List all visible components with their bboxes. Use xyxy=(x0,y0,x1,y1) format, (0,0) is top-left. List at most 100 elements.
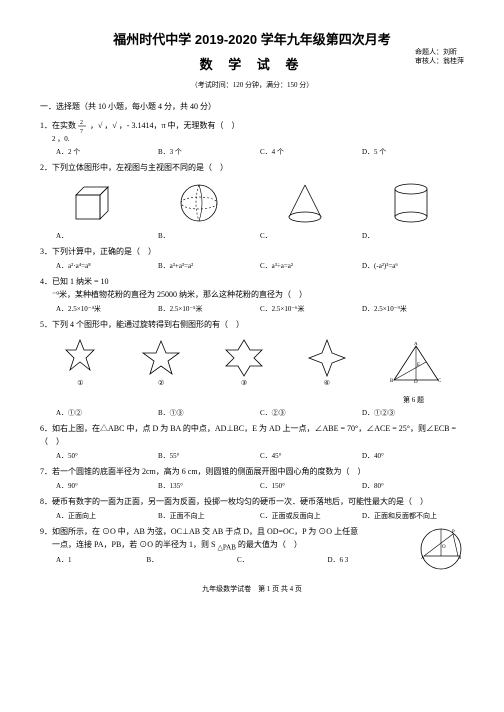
q2-opt-c: C． xyxy=(260,231,362,242)
q2-figures xyxy=(40,181,464,225)
q9-stem-b: 一点，连接 PA，PB，若 ⊙O 的半径为 1，则 S xyxy=(52,540,216,549)
star6-icon xyxy=(60,338,100,378)
q8-opt-b: B．正面不向上 xyxy=(158,511,260,522)
question-3: 3．下列计算中，正确的是（ ） A．a²·a⁴=a⁸ B．a³+a³=a² C．… xyxy=(40,246,464,272)
q5-opt-c: C．②③ xyxy=(260,408,362,419)
q8-opt-a: A．正面向上 xyxy=(56,511,158,522)
q5-opt-b: B．①③ xyxy=(158,408,260,419)
q2-opt-d: D． xyxy=(362,231,464,242)
q1-opt-b: B．3 个 xyxy=(158,147,260,158)
q9-opt-b: B． xyxy=(147,555,238,566)
q1-roots: 2 ，0. xyxy=(52,134,464,145)
q1-options: A．2 个 B．3 个 C．4 个 D．5 个 xyxy=(56,147,464,158)
svg-text:A: A xyxy=(414,342,418,347)
q6-options: A．50° B．55° C．45° D．40° xyxy=(56,451,464,462)
svg-text:O: O xyxy=(442,545,446,550)
q4-options: A．2.5×10⁻⁴米 B．2.5×10⁻⁵米 C．2.5×10⁻⁶米 D．2.… xyxy=(56,304,464,315)
q4-opt-b: B．2.5×10⁻⁵米 xyxy=(158,304,260,315)
q6-opt-c: C．45° xyxy=(260,451,362,462)
question-8: 8．硬币有数字的一面为正面，另一面为反面，投掷一枚均匀的硬币一次．硬币落地后，可… xyxy=(40,496,464,522)
q6-opt-a: A．50° xyxy=(56,451,158,462)
q5-opt-d: D．①②③ xyxy=(362,408,464,419)
q2-stem: 2．下列立体图形中，左视图与主视图不同的是（ ） xyxy=(40,163,228,172)
cone-icon xyxy=(280,181,330,225)
q6-opt-b: B．55° xyxy=(158,451,260,462)
question-2: 2．下列立体图形中，左视图与主视图不同的是（ ） xyxy=(40,162,464,242)
q1-opt-c: C．4 个 xyxy=(260,147,362,158)
q1-opt-d: D．5 个 xyxy=(362,147,464,158)
q6-opt-d: D．40° xyxy=(362,451,464,462)
q2-options: A． B． C． D． xyxy=(56,231,464,242)
q9-opt-a: A．1 xyxy=(56,555,147,566)
q9-stem-a: 9．如图所示，在 ⊙O 中，AB 为弦，OC⊥AB 交 AB 于点 D，且 OD… xyxy=(40,527,358,536)
reviewer: 翁桂萍 xyxy=(443,57,464,65)
q8-options: A．正面向上 B．正面不向上 C．正面或反面向上 D．正面和反面都不向上 xyxy=(56,511,464,522)
page-footer: 九年级数学试卷 第 1 页 共 4 页 xyxy=(40,584,464,595)
triangle-abc-icon: A B C E D xyxy=(388,342,444,384)
svg-text:P: P xyxy=(452,530,455,535)
sphere-icon xyxy=(174,181,224,225)
svg-text:D: D xyxy=(414,380,418,384)
q5-options: A．①② B．①③ C．②③ D．①②③ xyxy=(56,408,464,419)
meta-authors: 命题人：刘昕 审核人：翁桂萍 xyxy=(415,48,464,68)
q5-fig-1: ① xyxy=(60,338,100,389)
star4-icon xyxy=(307,338,347,378)
q3-options: A．a²·a⁴=a⁸ B．a³+a³=a² C．a³÷a=a² D．(-a²)³… xyxy=(56,261,464,272)
reviewer-label: 审核人： xyxy=(415,57,443,65)
q4-opt-a: A．2.5×10⁻⁴米 xyxy=(56,304,158,315)
q3-opt-d: D．(-a²)³=a⁶ xyxy=(362,261,464,272)
q3-opt-a: A．a²·a⁴=a⁸ xyxy=(56,261,158,272)
q5-fig-3: ③ xyxy=(222,338,266,389)
q3-stem: 3．下列计算中，正确的是（ ） xyxy=(40,247,156,256)
title-sub: 数 学 试 卷 xyxy=(40,55,464,76)
q9-sub: △PAB xyxy=(218,543,236,551)
q1-stem-b: ，√ ，√ ，- 3.1414，π 中，无理数有（ ） xyxy=(90,120,239,129)
q3-opt-c: C．a³÷a=a² xyxy=(260,261,362,272)
q9-stem-c: 的最大值为（ ） xyxy=(238,540,302,549)
question-4: 4．已知 1 纳米 = 10 ⁻⁹米，某种植物花粉的直径为 25000 纳米，那… xyxy=(40,276,464,315)
q4-opt-d: D．2.5×10⁻⁹米 xyxy=(362,304,464,315)
question-6: 6．如右上图，在△ABC 中，点 D 为 BA 的中点，AD⊥BC，E 为 AD… xyxy=(40,423,464,462)
q5-figures: ① ② ③ ④ xyxy=(40,338,464,389)
svg-text:B: B xyxy=(458,556,462,561)
svg-text:C: C xyxy=(438,379,442,384)
q1-opt-a: A．2 个 xyxy=(56,147,158,158)
q8-stem: 8．硬币有数字的一面为正面，另一面为反面，投掷一枚均匀的硬币一次．硬币落地后，可… xyxy=(40,497,428,506)
q5-fig-4: ④ xyxy=(307,338,347,389)
q7-opt-c: C．150° xyxy=(260,481,362,492)
q3-opt-b: B．a³+a³=a² xyxy=(158,261,260,272)
q2-opt-a: A． xyxy=(56,231,158,242)
question-1: 1．在实数 27 ，√ ，√ ，- 3.1414，π 中，无理数有（ ） 2 ，… xyxy=(40,118,464,158)
q6-caption: 第 6 题 xyxy=(40,395,424,406)
q5-stem: 5．下列 4 个图形中，能通过旋转得到右侧图形的有（ ） xyxy=(40,320,244,329)
q5-fig-2: ② xyxy=(141,338,181,389)
star6b-icon xyxy=(222,338,266,378)
exam-info: （考试时间：120 分钟，满分：150 分） xyxy=(40,80,464,91)
q7-opt-b: B．135° xyxy=(158,481,260,492)
title-main: 福州时代中学 2019-2020 学年九年级第四次月考 xyxy=(40,30,464,51)
circle-chord-icon: A B P O xyxy=(418,526,464,572)
svg-text:2: 2 xyxy=(80,120,83,126)
q5-opt-a: A．①② xyxy=(56,408,158,419)
q7-options: A．90° B．135° C．150° D．80° xyxy=(56,481,464,492)
q4-stem-b: ⁻⁹米，某种植物花粉的直径为 25000 纳米，那么这种花粉的直径为（ ） xyxy=(52,290,307,299)
fraction-icon: 27 xyxy=(78,118,88,134)
q7-opt-d: D．80° xyxy=(362,481,464,492)
q4-opt-c: C．2.5×10⁻⁶米 xyxy=(260,304,362,315)
q9-opt-c: C． xyxy=(237,555,328,566)
section-1-header: 一．选择题（共 10 小题，每小题 4 分，共 40 分） xyxy=(40,101,464,114)
author: 刘昕 xyxy=(443,48,457,56)
svg-text:B: B xyxy=(390,379,394,384)
q6-figure: A B C E D xyxy=(388,342,444,384)
cylinder-icon xyxy=(386,181,436,225)
cube-icon xyxy=(68,181,118,225)
q2-opt-b: B． xyxy=(158,231,260,242)
svg-text:A: A xyxy=(421,556,425,561)
svg-text:7: 7 xyxy=(80,129,83,134)
q9-options: A．1 B． C． D．6 3 xyxy=(56,555,418,566)
q1-stem-a: 1．在实数 xyxy=(40,120,76,129)
q7-stem: 7．若一个圆锥的底面半径为 2cm，高为 6 cm，则圆锥的侧面展开图中圆心角的… xyxy=(40,467,366,476)
q4-stem-a: 4．已知 1 纳米 = 10 xyxy=(40,277,109,286)
question-9: 9．如图所示，在 ⊙O 中，AB 为弦，OC⊥AB 交 AB 于点 D，且 OD… xyxy=(40,526,464,572)
svg-text:E: E xyxy=(417,363,420,368)
